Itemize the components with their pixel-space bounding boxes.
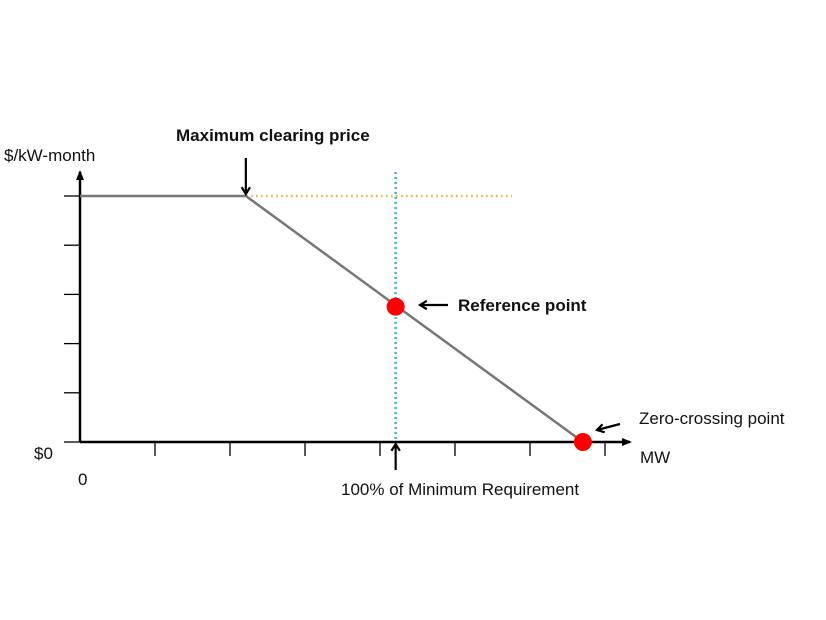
max-clearing-price-annotation: Maximum clearing price [176, 126, 370, 145]
y-axis-label: $/kW-month [4, 146, 95, 165]
min-requirement-annotation: 100% of Minimum Requirement [341, 480, 579, 499]
reference-point-annotation: Reference point [458, 296, 587, 315]
axes [64, 170, 632, 456]
y-axis-arrowhead [76, 170, 84, 180]
zero-crossing-point-marker [573, 433, 592, 451]
max-clearing-price-arrow-head [240, 186, 251, 197]
max-clearing-price-arrow [240, 158, 251, 197]
zero-crossing-point-annotation: Zero-crossing point [639, 409, 785, 428]
y-origin-label: $0 [34, 444, 53, 463]
x-origin-label: 0 [78, 470, 87, 489]
min-requirement-arrow-head [390, 441, 401, 452]
demand-curve-line [80, 194, 584, 444]
reference-point-arrow-head [417, 299, 428, 311]
zero-crossing-point-arrow [594, 422, 621, 434]
x-axis-arrowhead [622, 438, 632, 446]
demand-curve [80, 194, 584, 444]
x-axis-label: MW [640, 448, 670, 467]
reference-point-marker [386, 297, 405, 316]
annotation-arrows [240, 158, 621, 470]
point-markers [386, 297, 592, 451]
zero-crossing-point-arrow-head [594, 423, 605, 434]
min-requirement-arrow [390, 441, 401, 470]
zero-crossing-point-arrow-shaft [596, 422, 621, 432]
reference-point-arrow [417, 299, 448, 311]
